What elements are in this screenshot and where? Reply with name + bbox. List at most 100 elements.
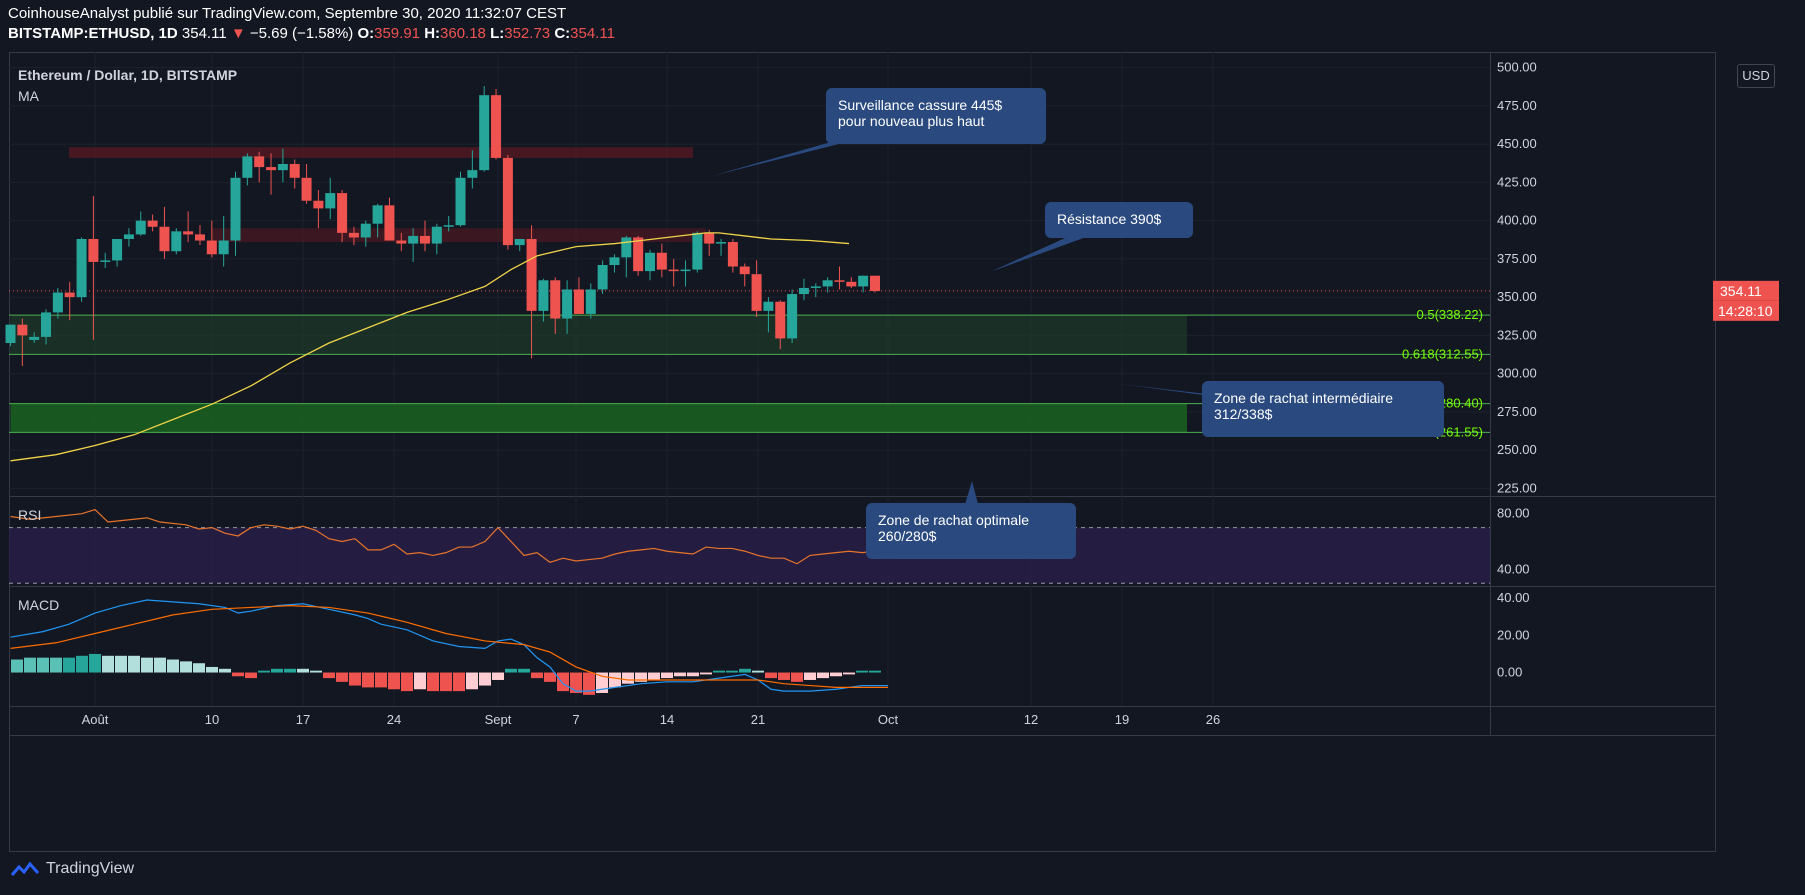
candle-body bbox=[348, 232, 359, 238]
macd-histogram-bar bbox=[466, 672, 478, 690]
macd-histogram-bar bbox=[726, 670, 738, 673]
macd-histogram-bar bbox=[700, 672, 712, 675]
tradingview-logo-icon bbox=[10, 861, 40, 876]
macd-histogram-bar bbox=[180, 661, 192, 673]
candle-body bbox=[277, 164, 288, 171]
macd-histogram-bar bbox=[388, 672, 400, 690]
candle-body bbox=[218, 240, 229, 255]
macd-histogram-bar bbox=[440, 672, 452, 692]
candle-body bbox=[443, 225, 454, 227]
x-tick-label: Août bbox=[82, 712, 109, 727]
candle-body bbox=[585, 289, 596, 314]
callout-text: pour nouveau plus haut bbox=[838, 113, 984, 129]
callout-resistance-390: Résistance 390$ bbox=[990, 202, 1193, 272]
candle-body bbox=[337, 193, 348, 233]
y-tick-label: 325.00 bbox=[1497, 327, 1537, 342]
macd-histogram-bar bbox=[596, 672, 608, 693]
callout-text: Surveillance cassure 445$ bbox=[838, 97, 1002, 113]
close-value: 354.11 bbox=[570, 25, 615, 42]
macd-histogram-bar bbox=[258, 670, 270, 673]
close-label: C: bbox=[554, 25, 571, 42]
x-tick-label: 12 bbox=[1024, 712, 1038, 727]
price-tags: 354.11 14:28:10 bbox=[1713, 280, 1779, 321]
candle-body bbox=[716, 242, 727, 244]
x-tick-label: 24 bbox=[387, 712, 401, 727]
y-tick-label: 350.00 bbox=[1497, 289, 1537, 304]
macd-histogram-bar bbox=[791, 672, 803, 682]
candle-body bbox=[396, 240, 407, 244]
callout-text: Zone de rachat optimale bbox=[878, 512, 1029, 528]
candle-body bbox=[147, 220, 158, 227]
candle-body bbox=[123, 234, 134, 239]
candle-body bbox=[514, 238, 525, 246]
macd-y-tick: 40.00 bbox=[1497, 590, 1530, 605]
candle-body bbox=[870, 275, 880, 292]
candle-body bbox=[644, 252, 655, 272]
candle-body bbox=[64, 292, 75, 298]
candle-body bbox=[100, 260, 111, 262]
macd-histogram-bar bbox=[193, 663, 205, 673]
callout-text: 260/280$ bbox=[878, 528, 937, 544]
candle-body bbox=[526, 238, 537, 311]
price-tag-text: 354.11 bbox=[1720, 283, 1762, 299]
macd-histogram-bar bbox=[453, 672, 465, 692]
macd-histogram-bar bbox=[765, 672, 777, 679]
macd-signal-line bbox=[10, 604, 888, 689]
macd-histogram-bar bbox=[557, 672, 569, 692]
candle-body bbox=[727, 242, 738, 267]
ma-label: MA bbox=[18, 88, 39, 104]
candle-body bbox=[656, 252, 667, 270]
candle-body bbox=[242, 156, 253, 178]
candle-body bbox=[135, 220, 146, 235]
macd-histogram-bar bbox=[817, 672, 829, 679]
y-tick-label: 300.00 bbox=[1497, 366, 1537, 381]
macd-histogram-bar bbox=[310, 670, 322, 673]
footer-brand-label: TradingView bbox=[46, 860, 135, 877]
macd-title: MACD bbox=[18, 597, 59, 613]
candle-body bbox=[562, 289, 573, 319]
macd-histogram-bar bbox=[752, 670, 764, 673]
macd-histogram-bar bbox=[141, 657, 153, 673]
rsi-band bbox=[9, 527, 1490, 584]
callout-box bbox=[1202, 381, 1444, 437]
candles bbox=[5, 86, 880, 366]
macd-histogram-bar bbox=[284, 668, 296, 673]
x-tick-label: Oct bbox=[878, 712, 899, 727]
x-tick-label: 17 bbox=[296, 712, 310, 727]
macd-histogram-bar bbox=[427, 672, 439, 692]
candle-body bbox=[502, 157, 513, 246]
fib-label: 0.618(312.55) bbox=[1402, 346, 1483, 361]
macd-histogram-bar bbox=[583, 672, 595, 695]
footer-brand[interactable]: TradingView bbox=[10, 860, 134, 878]
macd-histogram-bar bbox=[635, 672, 647, 682]
rsi-title: RSI bbox=[18, 507, 41, 523]
ma-line bbox=[10, 232, 850, 462]
callouts: Surveillance cassure 445$pour nouveau pl… bbox=[712, 88, 1444, 559]
macd-histogram-bar bbox=[661, 672, 673, 679]
rsi-y-tick: 40.00 bbox=[1497, 561, 1530, 576]
candle-body bbox=[301, 177, 312, 201]
candle-body bbox=[467, 170, 478, 178]
candle-body bbox=[822, 280, 833, 287]
grid bbox=[9, 52, 1716, 736]
symbol-label: BITSTAMP:ETHUSD, 1D bbox=[8, 25, 178, 42]
candle-body bbox=[41, 312, 52, 337]
candle-body bbox=[810, 286, 821, 288]
callout-box bbox=[1045, 202, 1193, 238]
candle-body bbox=[183, 231, 194, 235]
chart-title: Ethereum / Dollar, 1D, BITSTAMP bbox=[18, 67, 238, 83]
candle-body bbox=[668, 269, 679, 272]
macd-histogram-bar bbox=[271, 668, 283, 673]
macd-histogram-bar bbox=[24, 657, 36, 673]
zone-res-390 bbox=[212, 228, 706, 243]
currency-button[interactable]: USD bbox=[1737, 64, 1775, 88]
macd-histogram-bar bbox=[492, 672, 504, 680]
candle-body bbox=[52, 292, 63, 313]
rsi-y-tick: 80.00 bbox=[1497, 506, 1530, 521]
candle-body bbox=[360, 223, 371, 238]
candle-body bbox=[76, 238, 87, 298]
publisher-line: CoinhouseAnalyst publié sur TradingView.… bbox=[8, 5, 566, 22]
x-tick-label: 19 bbox=[1115, 712, 1129, 727]
candle-body bbox=[834, 280, 845, 282]
